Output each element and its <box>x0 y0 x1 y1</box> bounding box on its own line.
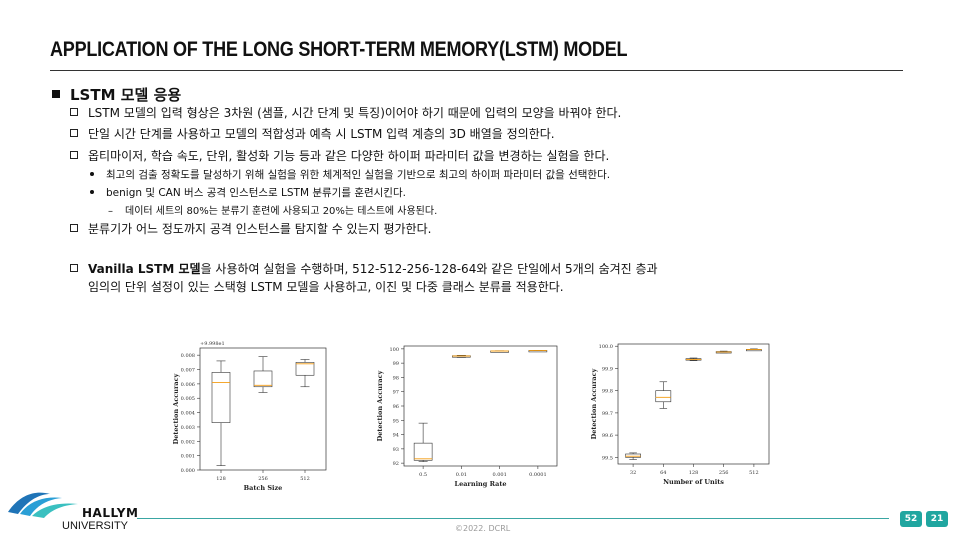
dash-bullet-icon: – <box>108 206 113 217</box>
axis-offset-label: +9.998e1 <box>200 341 225 347</box>
x-tick-label: 0.01 <box>456 472 467 478</box>
bullet-bold-text: Vanilla LSTM 모델 <box>88 262 201 276</box>
x-axis-label: Batch Size <box>244 484 283 492</box>
x-axis-label: Learning Rate <box>455 480 507 488</box>
x-tick-label: 0.0001 <box>529 472 547 478</box>
x-tick-label: 32 <box>630 470 636 476</box>
bullet-text: LSTM 모델의 입력 형상은 3차원 (샘플, 시간 단계 및 특징)이어야 … <box>88 106 622 120</box>
x-tick-label: 512 <box>300 476 310 482</box>
x-tick-label: 128 <box>689 470 699 476</box>
copyright-text: ©2022. DCRL <box>455 524 511 533</box>
hollow-square-bullet-icon <box>70 108 78 116</box>
bullet-text: 옵티마이저, 학습 속도, 단위, 활성화 기능 등과 같은 다양한 하이퍼 파… <box>88 149 610 163</box>
hollow-square-bullet-icon <box>70 129 78 137</box>
hallym-logo-icon <box>8 492 78 518</box>
y-tick-label: 94 <box>393 433 399 439</box>
sub-bullet-item: 최고의 검출 정확도를 달성하기 위해 실험을 위한 체계적인 실험을 기반으로… <box>90 168 610 183</box>
chart-number-of-units: 99.5 99.6 99.7 99.8 99.9 100.0 32 64 128 256 512 Nu… <box>586 338 781 493</box>
box-body <box>625 453 641 458</box>
sub-sub-bullet-item: – 데이터 세트의 80%는 분류기 훈련에 사용되고 20%는 테스트에 사용된… <box>108 204 437 219</box>
x-tick-label: 512 <box>749 470 759 476</box>
bullet-text: 분류기가 어느 정도까지 공격 인스턴스를 탐지할 수 있는지 평가한다. <box>88 222 432 236</box>
bullet-continuation: 임의의 단위 설정이 있는 스택형 LSTM 모델을 사용하고, 이진 및 다중… <box>88 280 564 295</box>
y-tick-label: 99.9 <box>602 366 613 372</box>
title-divider <box>50 70 903 71</box>
y-tick-label: 0.000 <box>181 468 195 474</box>
batch-size-boxplot: 0.000 0.001 0.002 0.003 0.004 0.005 0.006 0.007… <box>172 341 327 492</box>
y-axis-label: Detection Accuracy <box>376 370 384 441</box>
slide-title: APPLICATION OF THE LONG SHORT-TERM MEMOR… <box>50 38 628 61</box>
box-body <box>211 372 231 423</box>
x-tick-label: 256 <box>258 476 268 482</box>
plot-frame <box>617 343 770 465</box>
y-tick-label: 0.001 <box>181 454 195 460</box>
footer-divider <box>137 518 889 519</box>
bullet-text: 최고의 검출 정확도를 달성하기 위해 실험을 위한 체계적인 실험을 기반으로… <box>106 169 611 181</box>
bullet-item: 옵티마이저, 학습 속도, 단위, 활성화 기능 등과 같은 다양한 하이퍼 파… <box>70 149 609 164</box>
y-tick-label: 92 <box>393 461 399 467</box>
hollow-square-bullet-icon <box>70 151 78 159</box>
x-tick-label: 64 <box>660 470 666 476</box>
learning-rate-boxplot: 92 93 94 95 96 97 98 99 100 0.5 0.01 0.001 0.0001 Lea… <box>376 345 558 488</box>
bullet-text: 단일 시간 단계를 사용하고 모델의 적합성과 예측 시 LSTM 입력 계층의… <box>88 127 555 141</box>
y-tick-label: 99.7 <box>602 411 613 417</box>
page-badge-total: 52 <box>900 511 922 527</box>
box-body <box>253 370 273 388</box>
y-tick-label: 96 <box>393 404 399 410</box>
y-tick-label: 97 <box>393 390 399 396</box>
y-tick-label: 99.8 <box>602 389 613 395</box>
chart-learning-rate: 92 93 94 95 96 97 98 99 100 0.5 0.01 0.001 0.0001 Lea… <box>374 338 569 493</box>
bullet-item: 분류기가 어느 정도까지 공격 인스턴스를 탐지할 수 있는지 평가한다. <box>70 222 431 237</box>
x-tick-label: 0.001 <box>492 472 506 478</box>
section-heading-text: LSTM 모델 응용 <box>70 86 182 104</box>
bullet-text: 데이터 세트의 80%는 분류기 훈련에 사용되고 20%는 테스트에 사용된다… <box>125 206 438 217</box>
hollow-square-bullet-icon <box>70 224 78 232</box>
hollow-square-bullet-icon <box>70 264 78 272</box>
y-tick-label: 0.006 <box>181 382 195 388</box>
section-heading: LSTM 모델 응용 <box>52 84 181 105</box>
y-axis-label: Detection Accuracy <box>172 373 180 444</box>
x-tick-label: 0.5 <box>419 472 427 478</box>
bullet-item: 단일 시간 단계를 사용하고 모델의 적합성과 예측 시 LSTM 입력 계층의… <box>70 127 555 142</box>
chart-batch-size: 0.000 0.001 0.002 0.003 0.004 0.005 0.006 0.007… <box>166 338 341 493</box>
box-body <box>655 390 672 403</box>
x-tick-label: 128 <box>216 476 226 482</box>
square-bullet-icon <box>52 90 60 98</box>
y-tick-label: 100.0 <box>599 344 613 350</box>
x-tick-label: 256 <box>719 470 729 476</box>
y-axis-label: Detection Accuracy <box>590 368 598 439</box>
bullet-item: Vanilla LSTM 모델을 사용하여 실험을 수행하며, 512-512-… <box>70 262 658 277</box>
box-body <box>295 362 315 376</box>
y-tick-label: 0.002 <box>181 439 195 445</box>
number-of-units-boxplot: 99.5 99.6 99.7 99.8 99.9 100.0 32 64 128 256 512 Nu… <box>590 343 770 486</box>
university-label: UNIVERSITY <box>62 520 129 532</box>
y-tick-label: 95 <box>393 418 399 424</box>
y-tick-label: 100 <box>389 347 399 353</box>
university-name: HALLYM <box>82 506 139 520</box>
y-tick-label: 93 <box>393 447 399 453</box>
dot-bullet-icon <box>90 172 94 176</box>
page-badge-current: 21 <box>926 511 948 527</box>
sub-bullet-item: benign 및 CAN 버스 공격 인스턴스로 LSTM 분류기를 훈련시킨다… <box>90 186 406 201</box>
y-tick-label: 99.5 <box>602 455 613 461</box>
bullet-text: 을 사용하여 실험을 수행하며, 512-512-256-128-64와 같은 … <box>200 262 658 276</box>
bullet-text: benign 및 CAN 버스 공격 인스턴스로 LSTM 분류기를 훈련시킨다… <box>106 187 406 199</box>
y-tick-label: 98 <box>393 375 399 381</box>
y-tick-label: 0.008 <box>181 353 195 359</box>
y-tick-label: 0.004 <box>181 411 195 417</box>
y-tick-label: 0.005 <box>181 396 195 402</box>
y-tick-label: 99 <box>393 361 399 367</box>
box-body <box>413 442 433 461</box>
x-axis-label: Number of Units <box>663 478 724 486</box>
y-tick-label: 0.003 <box>181 425 195 431</box>
y-tick-label: 99.6 <box>602 433 613 439</box>
dot-bullet-icon <box>90 190 94 194</box>
bullet-text: 임의의 단위 설정이 있는 스택형 LSTM 모델을 사용하고, 이진 및 다중… <box>88 280 564 294</box>
y-tick-label: 0.007 <box>181 368 195 374</box>
bullet-item: LSTM 모델의 입력 형상은 3차원 (샘플, 시간 단계 및 특징)이어야 … <box>70 106 621 121</box>
